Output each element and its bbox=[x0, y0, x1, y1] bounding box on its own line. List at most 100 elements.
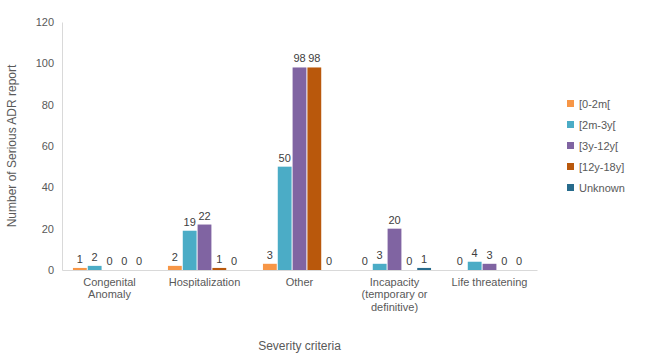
legend-item: Unknown bbox=[567, 182, 625, 194]
data-label: 2 bbox=[92, 251, 98, 263]
y-tick: 60 bbox=[42, 140, 62, 152]
y-tick-label: 80 bbox=[42, 99, 54, 111]
y-tick: 100 bbox=[36, 57, 62, 69]
bar bbox=[227, 270, 241, 271]
series bbox=[212, 67, 321, 270]
x-tick: Hospitalization bbox=[169, 276, 241, 288]
y-axis-title: Number of Serious ADR report bbox=[5, 64, 19, 227]
legend-item: [3y-12y[ bbox=[567, 140, 618, 152]
x-tick-label: Hospitalization bbox=[169, 276, 241, 288]
bar bbox=[483, 264, 497, 270]
bar bbox=[212, 268, 226, 270]
data-label: 2 bbox=[172, 251, 178, 263]
x-axis: CongenitalAnomaly Hospitalization Other Inc… bbox=[63, 271, 538, 314]
x-tick-label: Other bbox=[286, 276, 314, 288]
y-tick: 40 bbox=[42, 181, 62, 193]
data-label: 0 bbox=[501, 255, 507, 267]
y-tick-label: 20 bbox=[42, 223, 54, 235]
legend-swatch bbox=[567, 163, 574, 170]
legend-item: [12y-18y] bbox=[567, 161, 624, 173]
bar bbox=[453, 270, 467, 271]
data-label: 19 bbox=[184, 216, 196, 228]
x-tick-label: CongenitalAnomaly bbox=[83, 276, 136, 301]
bar bbox=[468, 262, 482, 270]
data-label: 3 bbox=[486, 249, 492, 261]
y-tick: 120 bbox=[36, 16, 62, 28]
data-label: 22 bbox=[198, 210, 210, 222]
legend-swatch bbox=[567, 100, 574, 107]
x-axis-line bbox=[63, 270, 538, 271]
y-tick: 20 bbox=[42, 223, 62, 235]
bar bbox=[417, 268, 431, 270]
x-tick: Life threatening bbox=[452, 276, 528, 288]
data-label: 1 bbox=[421, 253, 427, 265]
data-label: 0 bbox=[121, 255, 127, 267]
bars bbox=[73, 67, 496, 270]
legend-label: [12y-18y] bbox=[579, 161, 624, 173]
bar bbox=[388, 229, 402, 270]
data-label: 3 bbox=[377, 249, 383, 261]
bar bbox=[88, 266, 102, 270]
bar bbox=[168, 266, 182, 270]
data-label: 4 bbox=[472, 247, 478, 259]
data-label: 50 bbox=[279, 152, 291, 164]
bar bbox=[322, 270, 336, 271]
legend-label: Unknown bbox=[579, 182, 625, 194]
y-tick: 80 bbox=[42, 99, 62, 111]
legend-label: [2m-3y[ bbox=[579, 119, 616, 131]
legend-label: [0-2m[ bbox=[579, 98, 610, 110]
bar bbox=[293, 67, 307, 270]
bar bbox=[263, 264, 277, 270]
series bbox=[88, 167, 482, 270]
bar bbox=[198, 225, 212, 270]
y-tick-label: 120 bbox=[36, 16, 54, 28]
data-label: 98 bbox=[308, 52, 320, 64]
legend-swatch bbox=[567, 121, 574, 128]
bar bbox=[183, 231, 197, 270]
bar bbox=[103, 270, 117, 271]
chart: 020406080100120CongenitalAnomalyHospital… bbox=[0, 0, 647, 358]
bar bbox=[132, 270, 146, 271]
legend-swatch bbox=[567, 142, 574, 149]
x-tick-label: Life threatening bbox=[452, 276, 528, 288]
data-label: 0 bbox=[231, 255, 237, 267]
legend-item: [0-2m[ bbox=[567, 98, 610, 110]
data-label: 0 bbox=[457, 255, 463, 267]
y-tick: 0 bbox=[48, 264, 62, 276]
legend-item: [2m-3y[ bbox=[567, 119, 616, 131]
y-tick-label: 40 bbox=[42, 181, 54, 193]
plot: 020406080100120CongenitalAnomalyHospital… bbox=[36, 16, 538, 313]
data-label: 0 bbox=[362, 255, 368, 267]
y-tick-label: 0 bbox=[48, 264, 54, 276]
data-label: 0 bbox=[406, 255, 412, 267]
bar bbox=[278, 167, 292, 270]
data-label: 0 bbox=[106, 255, 112, 267]
data-label: 98 bbox=[293, 52, 305, 64]
bar bbox=[117, 270, 131, 271]
bar bbox=[512, 270, 526, 271]
bar bbox=[497, 270, 511, 271]
x-axis-title: Severity criteria bbox=[258, 339, 341, 353]
data-label: 3 bbox=[267, 249, 273, 261]
y-axis-line bbox=[62, 23, 63, 271]
legend: [0-2m[ [2m-3y[ [3y-12y[ [12y-18y] Unknown bbox=[567, 98, 625, 194]
data-label: 20 bbox=[388, 214, 400, 226]
x-tick: Incapacity(temporary ordefinitive) bbox=[361, 276, 427, 313]
bar bbox=[358, 270, 372, 271]
bar bbox=[307, 67, 321, 270]
x-tick: CongenitalAnomaly bbox=[83, 276, 136, 301]
data-label: 0 bbox=[136, 255, 142, 267]
data-label: 0 bbox=[326, 255, 332, 267]
series bbox=[198, 67, 497, 270]
legend-label: [3y-12y[ bbox=[579, 140, 618, 152]
bar bbox=[402, 270, 416, 271]
bar bbox=[73, 268, 87, 270]
bar bbox=[373, 264, 387, 270]
y-tick-label: 100 bbox=[36, 57, 54, 69]
x-tick: Other bbox=[286, 276, 314, 288]
series bbox=[417, 268, 431, 270]
y-tick-label: 60 bbox=[42, 140, 54, 152]
data-label: 1 bbox=[216, 253, 222, 265]
data-label: 1 bbox=[77, 253, 83, 265]
series bbox=[73, 264, 277, 270]
